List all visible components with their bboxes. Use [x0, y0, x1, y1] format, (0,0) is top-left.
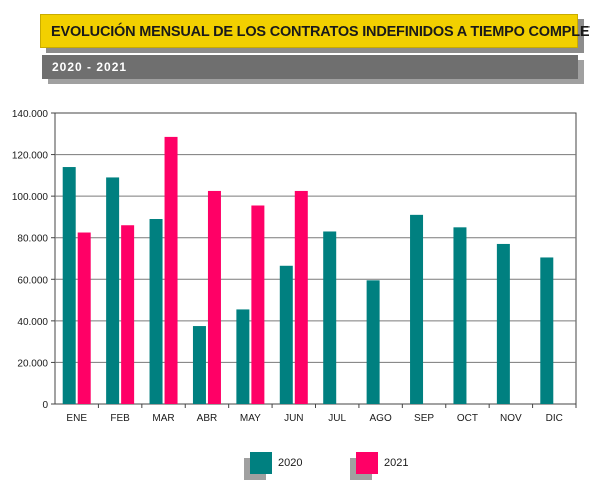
- bar-2020-ene: [62, 167, 76, 404]
- bar-2020-mar: [149, 219, 163, 404]
- plot-area: [54, 112, 577, 405]
- bar-2021-ene: [77, 232, 91, 404]
- legend-swatch-2020: [250, 452, 272, 474]
- y-tick-label: 120.000: [12, 151, 49, 162]
- y-tick-label: 140.000: [12, 109, 49, 120]
- bar-2021-mar: [164, 136, 178, 404]
- x-tick-label: JUL: [328, 413, 346, 424]
- bar-2021-jun: [294, 190, 308, 404]
- y-tick-label: 0: [42, 400, 48, 411]
- x-tick-label: MAR: [152, 413, 174, 424]
- x-tick-label: MAY: [240, 413, 261, 424]
- bar-2020-oct: [453, 227, 467, 404]
- x-tick-label: DIC: [546, 413, 563, 424]
- x-tick-label: ENE: [66, 413, 87, 424]
- x-tick-label: NOV: [500, 413, 522, 424]
- legend-swatch-2021: [356, 452, 378, 474]
- chart-title: EVOLUCIÓN MENSUAL DE LOS CONTRATOS INDEF…: [51, 24, 590, 40]
- y-tick-label: 100.000: [12, 192, 49, 203]
- bar-2020-dic: [540, 257, 554, 404]
- x-tick-label: ABR: [197, 413, 218, 424]
- bar-2020-jul: [323, 231, 337, 404]
- legend-label-2021: 2021: [384, 457, 409, 469]
- bar-2020-may: [236, 309, 250, 404]
- title-banner: EVOLUCIÓN MENSUAL DE LOS CONTRATOS INDEF…: [40, 14, 590, 48]
- legend-label-2020: 2020: [278, 457, 303, 469]
- x-tick-label: AGO: [370, 413, 392, 424]
- bar-2020-jun: [279, 265, 293, 404]
- bar-2020-ago: [366, 280, 380, 404]
- bar-2020-nov: [496, 243, 510, 404]
- y-tick-label: 20.000: [17, 358, 48, 369]
- x-tick-label: JUN: [284, 413, 303, 424]
- y-tick-label: 40.000: [17, 317, 48, 328]
- bar-2020-abr: [192, 326, 206, 404]
- bar-2021-may: [251, 205, 265, 404]
- x-tick-label: FEB: [110, 413, 130, 424]
- bar-2021-abr: [207, 190, 221, 404]
- y-tick-label: 60.000: [17, 275, 48, 286]
- subtitle-banner: 2020 - 2021: [42, 55, 578, 79]
- bar-2021-feb: [121, 225, 135, 404]
- bar-2020-sep: [410, 214, 424, 404]
- chart-subtitle: 2020 - 2021: [52, 60, 128, 74]
- bar-2020-feb: [106, 177, 120, 404]
- x-tick-label: SEP: [414, 413, 434, 424]
- x-tick-label: OCT: [457, 413, 478, 424]
- y-tick-label: 80.000: [17, 234, 48, 245]
